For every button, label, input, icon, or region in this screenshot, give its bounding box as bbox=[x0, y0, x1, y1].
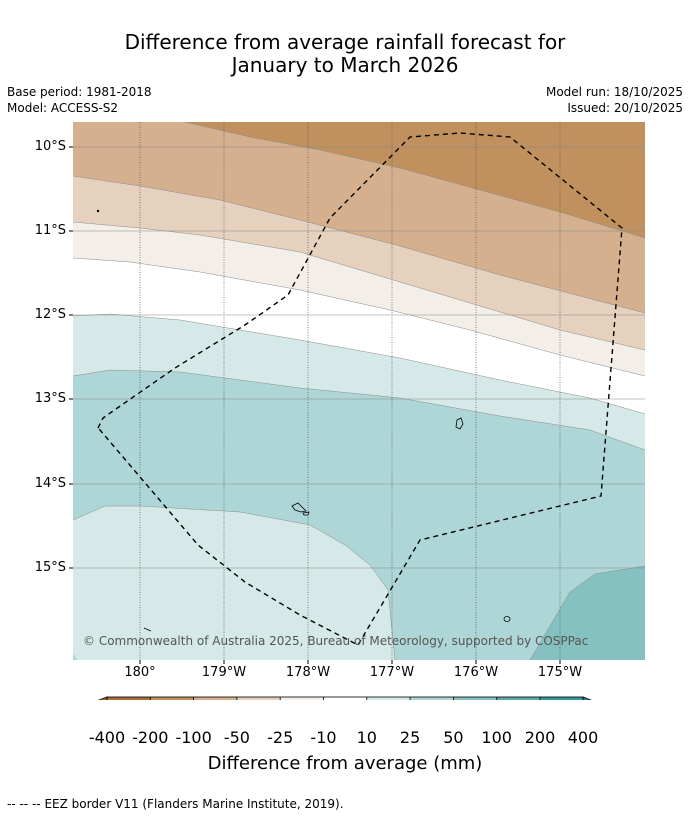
colorbar-seg-2 bbox=[150, 697, 194, 700]
colorbar-seg-1 bbox=[107, 697, 151, 700]
colorbar-seg-4 bbox=[236, 697, 281, 700]
lon-label-177w: 177°W bbox=[369, 665, 415, 680]
band-minus-200 bbox=[185, 122, 645, 238]
colorbar-seg-8 bbox=[410, 697, 454, 700]
eez-border bbox=[97, 132, 623, 646]
island-6 bbox=[96, 209, 100, 213]
cb-tick-11: 200 bbox=[524, 728, 556, 747]
contour-layer bbox=[73, 122, 645, 660]
colorbar-over-arrow bbox=[582, 696, 592, 700]
cb-tick-5: -25 bbox=[267, 728, 294, 747]
cb-tick-6: -10 bbox=[310, 728, 337, 747]
lat-label-14s: 14°S bbox=[34, 476, 66, 491]
island-5 bbox=[143, 627, 152, 632]
longitude-gridlines bbox=[139, 122, 561, 660]
cb-tick-7: 10 bbox=[356, 728, 377, 747]
colorbar-seg-7 bbox=[366, 697, 411, 700]
forecast-map: © Commonwealth of Australia 2025, Bureau… bbox=[69, 122, 645, 700]
cb-tick-10: 100 bbox=[481, 728, 512, 747]
band-minus-50 bbox=[73, 176, 645, 350]
lat-label-10s: 10°S bbox=[34, 139, 66, 154]
meta-right: Model run: 18/10/2025 Issued: 20/10/2025 bbox=[546, 84, 683, 116]
y-ticks bbox=[69, 146, 73, 569]
title-line-2: January to March 2026 bbox=[231, 53, 459, 77]
cb-tick-1: -400 bbox=[88, 728, 126, 747]
base-period: Base period: 1981-2018 bbox=[7, 85, 152, 99]
contour-lines bbox=[73, 122, 645, 660]
colorbar-title: Difference from average (mm) bbox=[207, 753, 483, 774]
band-plus-50 bbox=[530, 566, 645, 660]
lon-label-179w: 179°W bbox=[201, 665, 247, 680]
model-name: Model: ACCESS-S2 bbox=[7, 101, 119, 115]
island-4 bbox=[503, 616, 511, 622]
meta-left: Base period: 1981-2018 Model: ACCESS-S2 bbox=[7, 84, 152, 116]
lat-label-11s: 11°S bbox=[34, 223, 66, 238]
contour-line-7 bbox=[73, 505, 396, 660]
island-2 bbox=[291, 502, 307, 513]
contour-line-8 bbox=[529, 565, 645, 660]
cb-tick-4: -50 bbox=[223, 728, 250, 747]
band-plus-25 bbox=[73, 370, 645, 660]
copyright-text: © Commonwealth of Australia 2025, Bureau… bbox=[83, 634, 588, 648]
lat-label-13s: 13°S bbox=[34, 391, 66, 406]
island-1 bbox=[455, 417, 464, 430]
eez-legend: -- -- -- EEZ border V11 (Flanders Marine… bbox=[7, 797, 344, 811]
colorbar-frame bbox=[106, 696, 584, 700]
colorbar bbox=[98, 696, 592, 700]
islands bbox=[96, 209, 511, 632]
lon-label-175w: 175°W bbox=[537, 665, 583, 680]
colorbar-seg-3 bbox=[193, 697, 237, 700]
cb-tick-9: 50 bbox=[443, 728, 464, 747]
contour-line-2 bbox=[73, 221, 645, 351]
colorbar-seg-6 bbox=[323, 697, 367, 700]
corner-sliver bbox=[73, 654, 78, 660]
lon-label-178w: 178°W bbox=[285, 665, 331, 680]
eez-legend-text: EEZ border V11 (Flanders Marine Institut… bbox=[44, 797, 344, 811]
cb-tick-3: -100 bbox=[175, 728, 212, 747]
issued-date: Issued: 20/10/2025 bbox=[567, 101, 683, 115]
latitude-gridlines bbox=[73, 146, 645, 569]
colorbar-seg-11 bbox=[540, 697, 583, 700]
eez-legend-marker: -- -- -- bbox=[7, 797, 41, 811]
band-plus-10-lobe bbox=[73, 506, 395, 660]
colorbar-seg-9 bbox=[453, 697, 497, 700]
colorbar-seg-5 bbox=[280, 697, 324, 700]
lat-label-12s: 12°S bbox=[34, 307, 66, 322]
chart-title: Difference from average rainfall forecas… bbox=[0, 31, 690, 77]
island-3 bbox=[302, 511, 310, 516]
cb-tick-2: -200 bbox=[132, 728, 169, 747]
title-line-1: Difference from average rainfall forecas… bbox=[124, 30, 566, 54]
contour-line-3 bbox=[73, 257, 645, 377]
cb-tick-8: 25 bbox=[399, 728, 421, 747]
cb-tick-12: 400 bbox=[567, 728, 599, 747]
contour-line-1 bbox=[73, 175, 645, 314]
lat-label-15s: 15°S bbox=[34, 560, 66, 575]
colorbar-seg-10 bbox=[496, 697, 540, 700]
x-ticks bbox=[139, 660, 561, 664]
band-minus-25 bbox=[73, 222, 645, 376]
model-run: Model run: 18/10/2025 bbox=[545, 85, 683, 99]
lon-label-176w: 176°W bbox=[453, 665, 499, 680]
colorbar-under-arrow bbox=[98, 696, 108, 700]
contour-line-6 bbox=[73, 369, 645, 451]
lon-label-180: 180° bbox=[124, 665, 156, 680]
